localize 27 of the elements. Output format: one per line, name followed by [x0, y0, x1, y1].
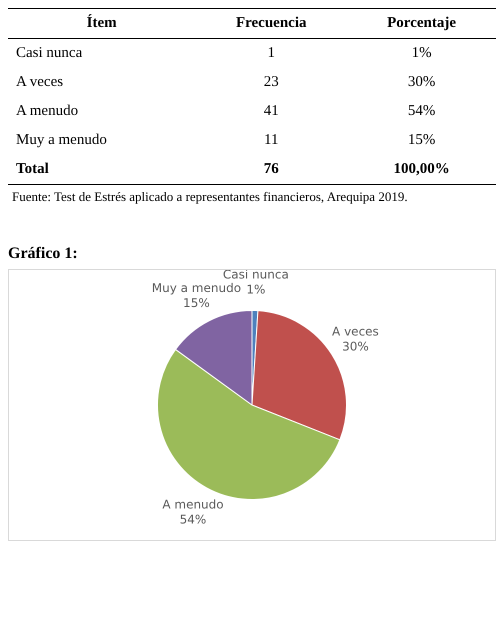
data-label: 54% [180, 512, 206, 526]
slice-label: Muy a menudo [152, 280, 242, 295]
text: Ítem [86, 13, 118, 33]
data-label: 1% [246, 282, 266, 297]
text: 100,00% [392, 160, 451, 179]
text: 23 [262, 73, 280, 92]
text: 15% [408, 132, 436, 148]
text: Total [15, 160, 50, 179]
category-label: A veces [16, 74, 64, 90]
text: 1 [266, 44, 276, 63]
chart-title: Gráfico 1: [8, 245, 79, 263]
text: 11 [263, 131, 280, 150]
text: 76 [262, 160, 280, 179]
text: 41 [262, 102, 280, 121]
data-label: 30% [342, 339, 369, 354]
category-label: Casi nunca [16, 45, 82, 61]
text: Frecuencia [234, 14, 308, 33]
slice-label: A veces [332, 324, 379, 338]
text: 1% [412, 45, 432, 61]
text: 54% [408, 103, 436, 119]
text: 30% [408, 74, 436, 90]
data-label: 15% [183, 296, 210, 310]
category-label: A menudo [16, 103, 78, 119]
source-note: Fuente: Test de Estrés aplicado a representantes financieros, Arequipa 2019. [11, 189, 409, 205]
text: Porcentaje [386, 14, 457, 33]
slice-label: A menudo [162, 497, 224, 512]
category-label: Muy a menudo [16, 132, 107, 148]
